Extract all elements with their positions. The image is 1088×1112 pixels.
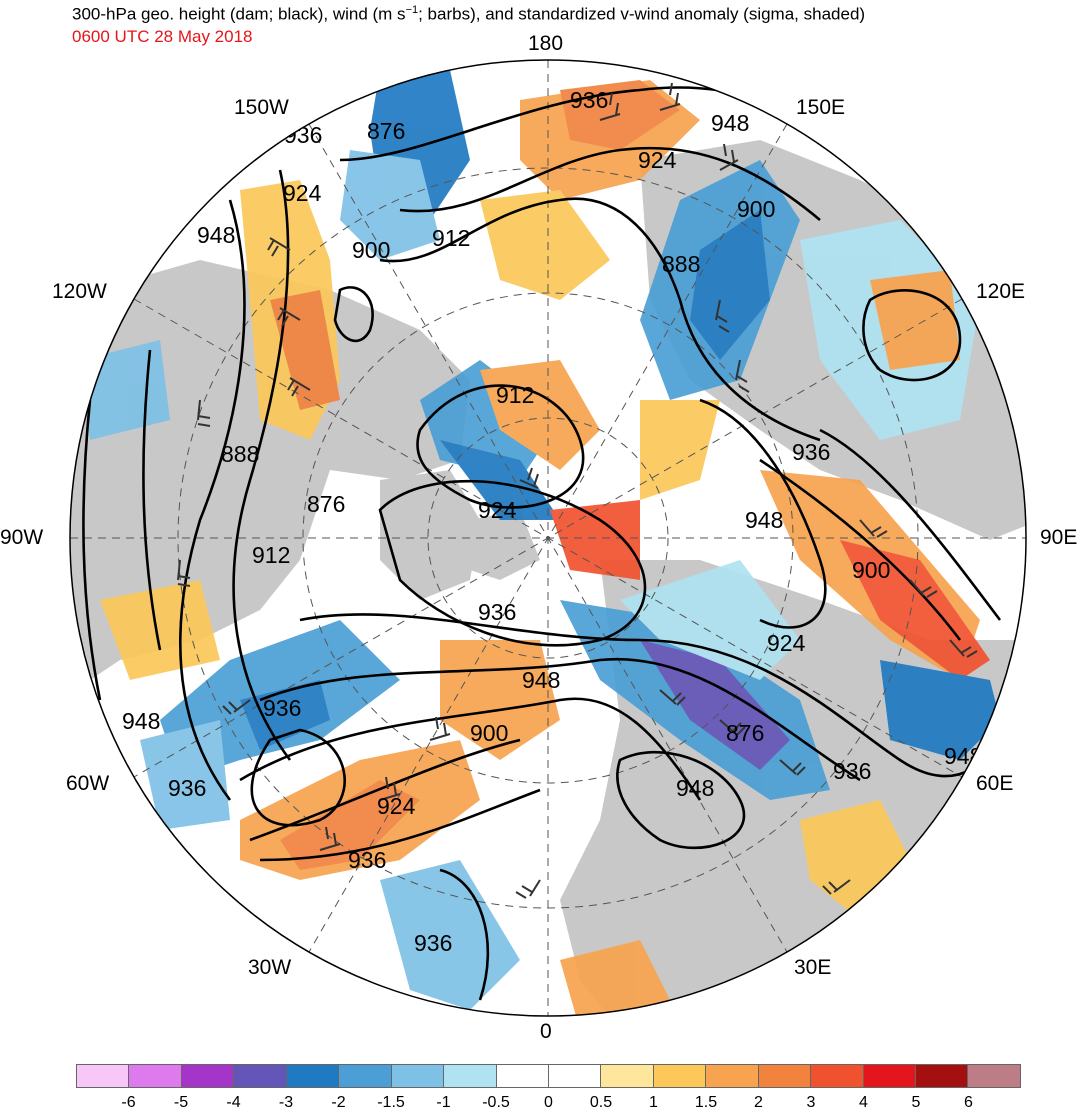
colorbar-tick-label: 0.5 xyxy=(589,1094,613,1111)
colorbar-swatch xyxy=(339,1065,392,1087)
colorbar-tick-label: -4 xyxy=(226,1094,241,1111)
colorbar-swatch xyxy=(234,1065,287,1087)
contour-label: 936 xyxy=(833,758,871,784)
lon-label-150w: 150W xyxy=(234,96,289,119)
contour-label: 900 xyxy=(852,557,890,583)
colorbar-tick-label: 1 xyxy=(649,1094,658,1111)
contour-label: 948 xyxy=(944,743,982,769)
contour-label: 900 xyxy=(352,237,390,263)
contour-label: 900 xyxy=(470,720,508,746)
contour-label: 948 xyxy=(676,775,714,801)
contour-label: 876 xyxy=(726,720,764,746)
colorbar-swatch xyxy=(601,1065,654,1087)
contour-label: 936 xyxy=(478,599,516,625)
colorbar-tick-label: 2 xyxy=(754,1094,763,1111)
contour-label: 924 xyxy=(767,630,806,656)
contour-label: 876 xyxy=(307,491,345,517)
contour-label: 924 xyxy=(283,180,322,206)
colorbar-swatch xyxy=(129,1065,182,1087)
colorbar-tick-label: 6 xyxy=(964,1094,973,1111)
map-disk: 948 936 924 900 912 888 876 936 948 924 … xyxy=(70,60,1026,1016)
contour-label: 924 xyxy=(478,497,517,523)
colorbar-tick-label: -0.5 xyxy=(482,1094,510,1111)
contour-label: 948 xyxy=(197,222,235,248)
lon-label-60e: 60E xyxy=(976,772,1014,795)
lon-label-60w: 60W xyxy=(66,772,110,795)
contour-label: 948 xyxy=(522,667,560,693)
contour-label: 936 xyxy=(263,695,301,721)
colorbar-swatch xyxy=(863,1065,916,1087)
lon-label-90e: 90E xyxy=(1040,526,1078,549)
contour-label: 912 xyxy=(252,542,290,568)
colorbar-tick-label: 3 xyxy=(806,1094,816,1111)
height-contours xyxy=(82,86,1012,1001)
colorbar-swatch xyxy=(181,1065,235,1087)
colorbar-swatch xyxy=(77,1065,130,1087)
colorbar-swatch xyxy=(286,1065,340,1087)
colorbar-tick-label: -1 xyxy=(436,1094,451,1111)
contour-label: 936 xyxy=(792,439,830,465)
contour-label: 936 xyxy=(570,87,608,113)
colorbar-swatch xyxy=(758,1065,812,1087)
lon-label-120e: 120E xyxy=(976,280,1026,303)
contour-label: 948 xyxy=(745,507,783,533)
lon-label-150e: 150E xyxy=(796,96,846,119)
colorbar-tick-label: -1.5 xyxy=(377,1094,405,1111)
lon-label-30e: 30E xyxy=(794,956,832,979)
colorbar-swatch xyxy=(811,1065,864,1087)
contour-label: 912 xyxy=(496,382,534,408)
colorbar-swatch xyxy=(916,1065,969,1087)
map-boundary xyxy=(69,59,1027,1017)
wind-barbs xyxy=(177,82,978,899)
lon-label-180: 180 xyxy=(528,32,564,55)
colorbar-swatch xyxy=(496,1065,549,1087)
contour-label: 924 xyxy=(638,147,677,173)
colorbar-swatch xyxy=(653,1065,707,1087)
colorbar-swatch xyxy=(444,1065,497,1087)
contour-label: 948 xyxy=(122,708,160,734)
colorbar-swatch xyxy=(548,1065,602,1087)
contour-label: 936 xyxy=(348,847,386,873)
contour-label: 900 xyxy=(737,196,775,222)
colorbar-tick-label: -5 xyxy=(173,1094,189,1111)
colorbar-tick-label: -3 xyxy=(278,1094,294,1111)
colorbar-tick-label: 5 xyxy=(911,1094,921,1111)
anomaly-shading xyxy=(80,70,1000,1016)
lon-label-0: 0 xyxy=(540,1020,552,1043)
colorbar-tick-label: -6 xyxy=(121,1094,136,1111)
valid-time-label: 0600 UTC 28 May 2018 xyxy=(72,27,253,46)
lon-label-120w: 120W xyxy=(52,280,107,303)
colorbar-swatch xyxy=(706,1065,759,1087)
colorbar-swatch xyxy=(391,1065,445,1087)
title-superscript: −1 xyxy=(405,4,419,16)
contour-label: 888 xyxy=(662,251,700,277)
contour-label: 888 xyxy=(221,441,259,467)
colorbar-tick-label: 4 xyxy=(859,1094,868,1111)
lon-label-30w: 30W xyxy=(248,956,292,979)
chart-title: 300-hPa geo. height (dam; black), wind (… xyxy=(72,4,865,25)
contour-label: 936 xyxy=(168,775,206,801)
colorbar-tick-label: 1.5 xyxy=(694,1094,718,1111)
colorbar-tick-label: 0 xyxy=(544,1094,553,1111)
lon-label-90w: 90W xyxy=(0,526,44,549)
polar-map: 948 936 924 900 912 888 876 936 948 924 … xyxy=(69,59,1027,1017)
contour-labels: 948 936 924 900 912 888 876 936 948 924 … xyxy=(197,87,890,746)
contour-labels-extra: 948 936 924 936 948 936 948 936 xyxy=(122,708,982,956)
graticule xyxy=(70,60,1026,1016)
contour-label: 912 xyxy=(432,225,470,251)
colorbar xyxy=(76,1064,1021,1088)
colorbar-tick-label: -2 xyxy=(331,1094,346,1111)
contour-label: 876 xyxy=(367,118,405,144)
contour-label: 924 xyxy=(377,793,416,819)
title-part-2: ; barbs), and standardized v-wind anomal… xyxy=(418,4,866,24)
title-part-1: 300-hPa geo. height (dam; black), wind (… xyxy=(72,4,406,24)
contour-label: 936 xyxy=(414,930,452,956)
contour-label: 948 xyxy=(711,110,749,136)
colorbar-swatch xyxy=(968,1065,1020,1087)
